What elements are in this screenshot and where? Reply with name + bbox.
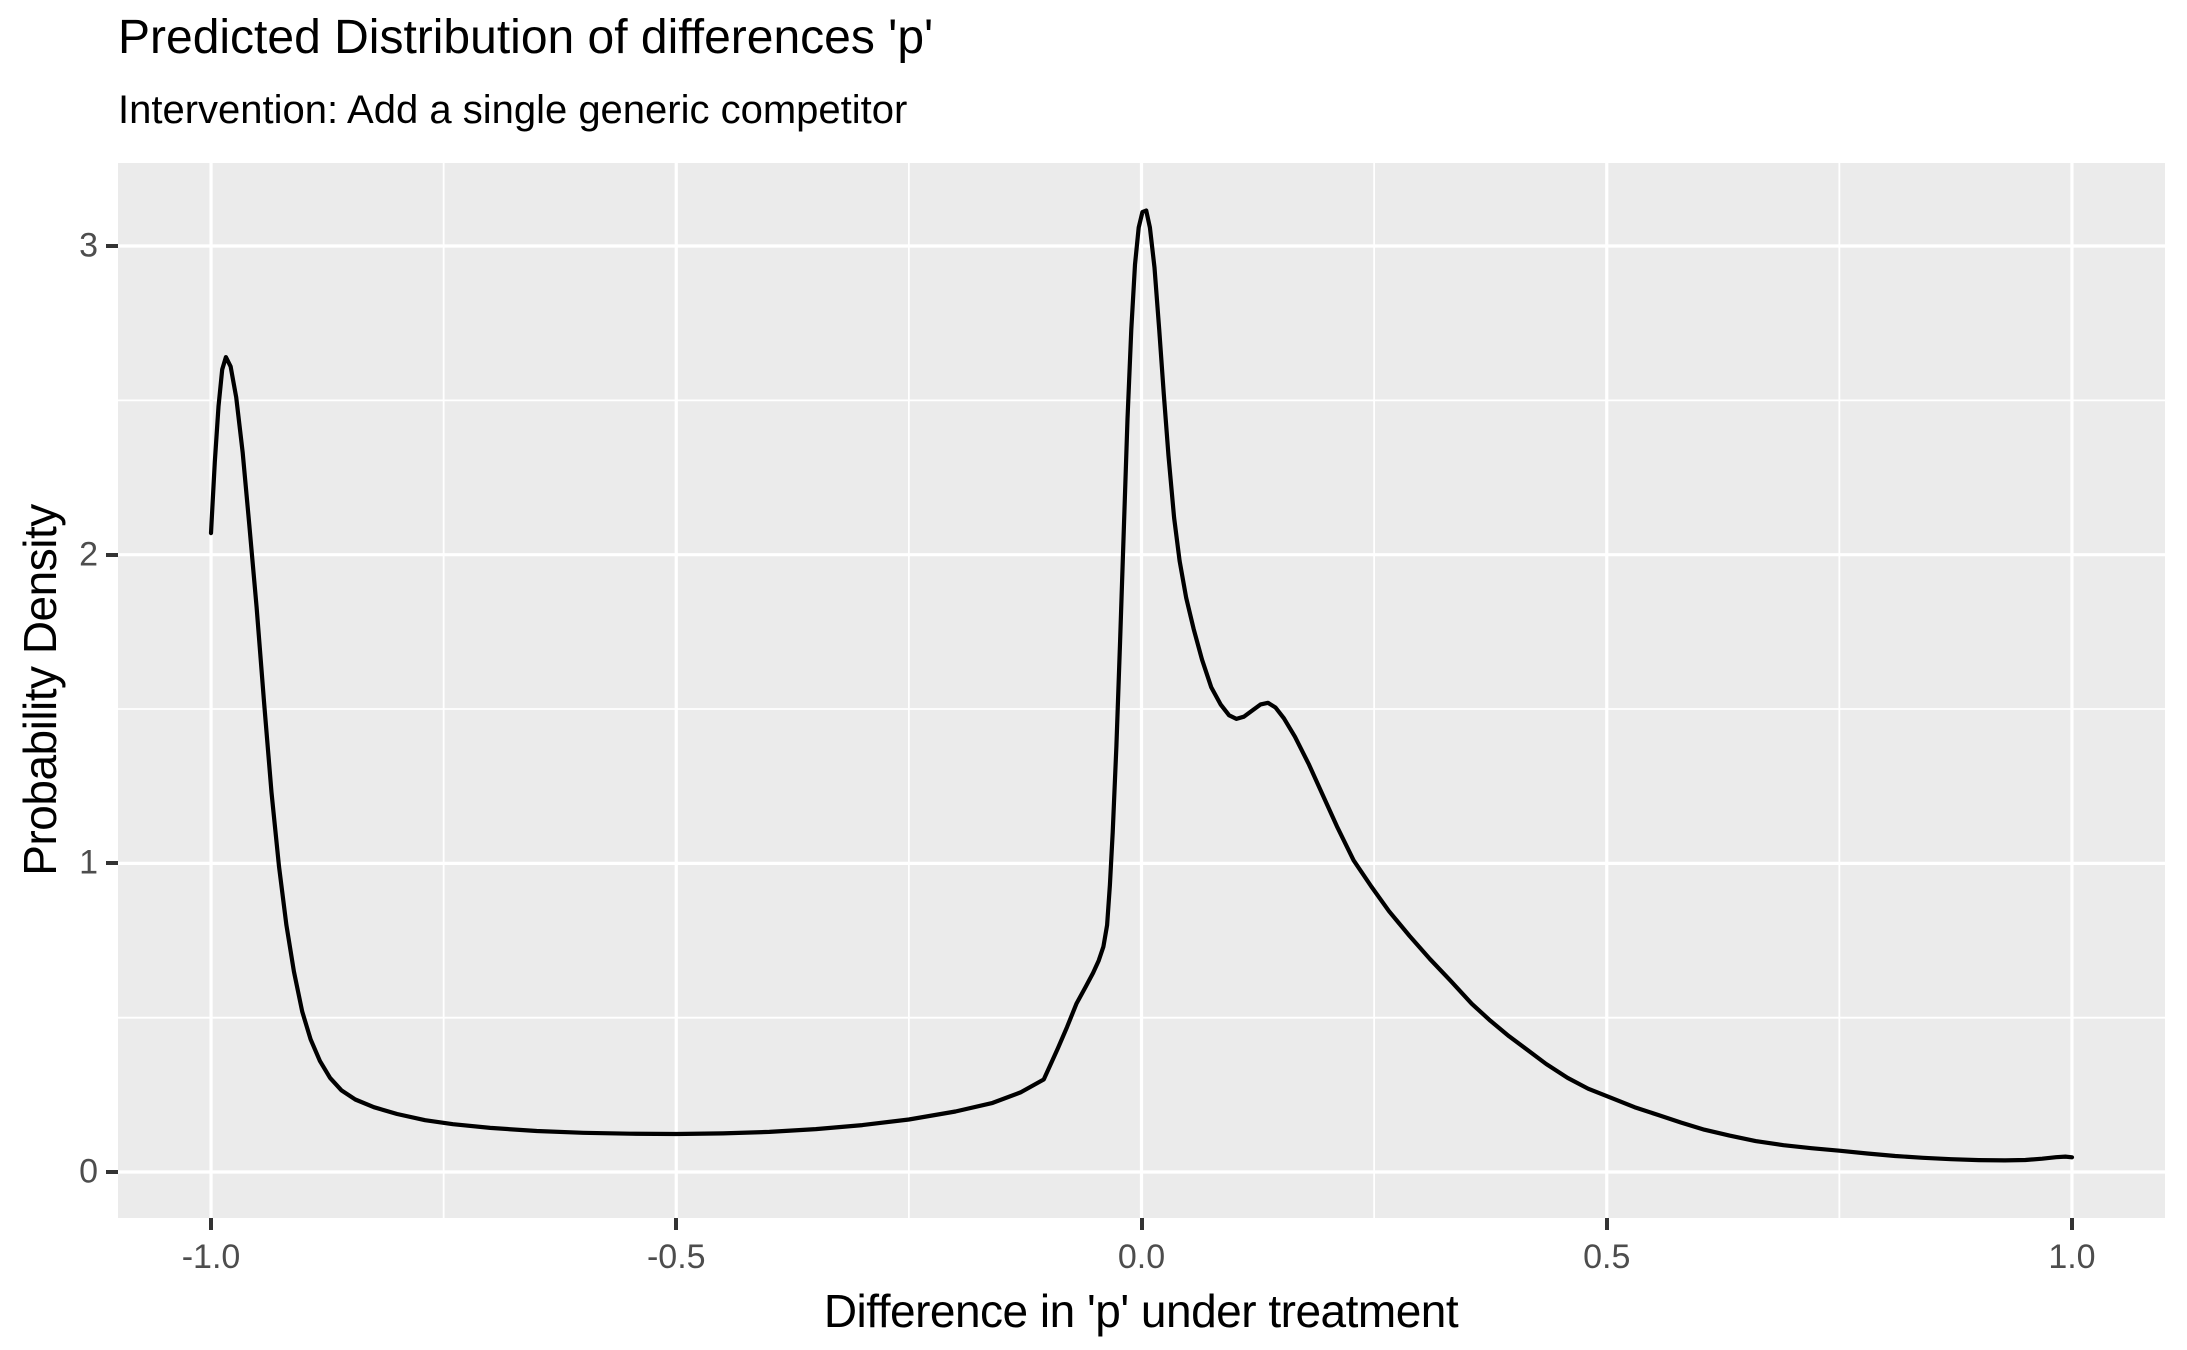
x-tick-mark (2069, 1218, 2074, 1230)
plot-panel (118, 163, 2165, 1218)
x-tick-label: 0.5 (1583, 1238, 1631, 1276)
x-tick-mark (1139, 1218, 1144, 1230)
x-tick-label: -0.5 (646, 1238, 706, 1276)
y-tick-label: 2 (79, 535, 98, 574)
density-curve-svg (118, 163, 2165, 1218)
x-tick-mark (674, 1218, 679, 1230)
chart-subtitle: Intervention: Add a single generic compe… (118, 88, 908, 132)
y-tick-mark (106, 1170, 118, 1174)
y-tick-label: 3 (79, 226, 98, 265)
x-tick-mark (1604, 1218, 1609, 1230)
x-tick-label: -1.0 (181, 1238, 241, 1276)
x-tick-mark (209, 1218, 214, 1230)
y-tick-label: 0 (79, 1152, 98, 1191)
y-tick-label: 1 (79, 843, 98, 882)
x-axis-title: Difference in 'p' under treatment (823, 1285, 1459, 1337)
x-tick-label: 0.0 (1117, 1238, 1166, 1276)
density-curve (208, 208, 2075, 1163)
chart-title: Predicted Distribution of differences 'p… (118, 11, 934, 64)
y-tick-mark (106, 861, 118, 866)
y-tick-mark (106, 244, 118, 249)
y-axis-title: Probability Density (14, 504, 66, 876)
y-tick-mark (106, 552, 118, 557)
x-tick-label: 1.0 (2048, 1238, 2096, 1276)
